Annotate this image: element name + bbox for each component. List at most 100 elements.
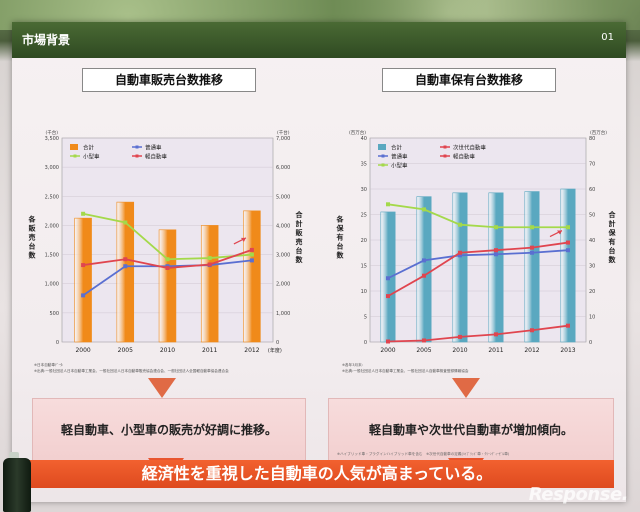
point-軽自動車-2010 [458, 250, 462, 255]
point-普通車-2011 [494, 252, 498, 257]
right-unit: (百万台) [590, 129, 607, 136]
right-tick-label: 6,000 [276, 165, 290, 171]
left-tick-label: 1,000 [45, 282, 59, 288]
point-小型車-2012 [530, 225, 534, 230]
point-普通車-2010 [458, 253, 462, 258]
ownership-callout-note: ※ハイブリッド車・プラグインハイブリッド車を含む ※次世代自動車の定義(ﾊｲﾌﾞ… [337, 452, 510, 456]
left-axis-title-char: 台 [337, 242, 344, 251]
point-小型車-2000 [386, 202, 390, 207]
right-tick-label: 4,000 [276, 223, 290, 229]
point-小型車-2005 [123, 220, 128, 225]
right-axis-title-char: 計 [296, 219, 303, 228]
left-tick-label: 3,500 [45, 136, 59, 142]
left-tick-label: 20 [361, 238, 367, 244]
x-tick-label: 2005 [118, 347, 133, 354]
right-tick-label: 70 [589, 162, 595, 168]
left-unit: (千台) [45, 129, 58, 136]
sales-footnote-1: ※日本自動車ﾃﾞｰﾀ: [34, 363, 64, 367]
point-軽自動車-2011 [207, 262, 212, 267]
legend-swatch [70, 144, 78, 150]
bar-2010 [158, 229, 177, 343]
ownership-down-arrow [452, 378, 480, 398]
bar-2013 [560, 188, 576, 343]
legend-marker [135, 154, 139, 158]
ownership-footnote-2: ※出典:一般社団法人日本自動車工業会、一般社団法人自動車検査登録情報協会 [342, 369, 469, 373]
point-次世代自動車-2000 [386, 339, 390, 344]
right-tick-label: 1,000 [276, 311, 290, 317]
ownership-footnotes: ※各年3月末: ※出典:一般社団法人日本自動車工業会、一般社団法人自動車検査登録… [342, 362, 612, 374]
left-tick-label: 25 [361, 213, 367, 219]
x-tick-label: 2013 [560, 347, 575, 354]
right-axis-title-char: 保 [608, 228, 617, 237]
right-tick-label: 30 [589, 264, 595, 270]
x-tick-label: 2011 [202, 347, 217, 354]
x-tick-label: 2011 [488, 347, 503, 354]
right-axis-title-char: 台 [296, 246, 303, 255]
x-tick-label: 2000 [75, 347, 90, 354]
bottle-cap [9, 452, 19, 462]
point-軽自動車-2013 [566, 240, 570, 245]
right-tick-label: 60 [589, 187, 595, 193]
trend-arrow-head [240, 237, 246, 242]
right-unit: (千台) [277, 129, 290, 136]
bar-2012 [524, 191, 540, 343]
left-axis-title-char: 各 [336, 215, 345, 224]
right-tick-label: 3,000 [276, 253, 290, 259]
left-tick-label: 2,000 [45, 223, 59, 229]
point-普通車-2012 [249, 258, 254, 263]
line-軽自動車 [387, 241, 569, 297]
legend-label-小型車: 小型車 [83, 153, 100, 161]
left-tick-label: 40 [361, 136, 367, 142]
legend-marker [381, 163, 385, 167]
left-axis-title-char: 台 [29, 242, 36, 251]
left-tick-label: 0 [56, 340, 59, 346]
point-小型車-2005 [422, 207, 426, 212]
legend-marker [443, 145, 447, 149]
ownership-chart-title: 自動車保有台数推移 [382, 68, 556, 92]
left-tick-label: 10 [361, 289, 367, 295]
legend-label-合計: 合計 [83, 144, 95, 152]
legend-label-軽自動車: 軽自動車 [145, 153, 168, 161]
right-axis-title-char: 合 [295, 210, 304, 219]
right-tick-label: 2,000 [276, 282, 290, 288]
bar-2012 [243, 210, 261, 343]
legend-label-普通車: 普通車 [391, 153, 408, 161]
point-次世代自動車-2005 [422, 338, 426, 343]
left-unit: (百万台) [349, 129, 366, 136]
sales-callout: 軽自動車、小型車の販売が好調に推移。 [32, 398, 306, 464]
point-軽自動車-2010 [165, 265, 170, 270]
line-次世代自動車 [387, 324, 569, 343]
left-tick-label: 30 [361, 187, 367, 193]
left-tick-label: 3,000 [45, 165, 59, 171]
x-tick-label: 2012 [524, 347, 539, 354]
trend-arrow-head [557, 230, 562, 235]
sales-footnote-2: ※出典:一般社団法人日本自動車工業会、一般社団法人日本自動車販売協会連合会、一般… [34, 369, 229, 373]
right-tick-label: 5,000 [276, 194, 290, 200]
bar-2000 [74, 217, 92, 343]
left-axis-title-char: 数 [29, 251, 37, 260]
right-tick-label: 10 [589, 315, 595, 321]
legend-label-小型車: 小型車 [391, 162, 408, 170]
legend-swatch [378, 144, 386, 150]
bar-2011 [488, 192, 504, 343]
legend-marker [73, 154, 77, 158]
point-次世代自動車-2011 [494, 332, 498, 337]
point-小型車-2010 [458, 222, 462, 227]
conclusion-banner: 経済性を重視した自動車の人気が高まっている。 [20, 460, 614, 488]
legend-label-次世代自動車: 次世代自動車 [453, 144, 487, 152]
right-axis-title-char: 台 [609, 246, 616, 255]
point-軽自動車-2005 [123, 257, 128, 262]
x-tick-label: 2005 [416, 347, 431, 354]
point-軽自動車-2000 [81, 263, 86, 268]
right-tick-label: 50 [589, 213, 595, 219]
point-小型車-2011 [207, 256, 212, 261]
right-axis-title-char: 数 [296, 255, 304, 264]
response-watermark: Response. [528, 484, 629, 505]
right-tick-label: 0 [276, 340, 279, 346]
right-tick-label: 40 [589, 238, 595, 244]
left-tick-label: 35 [361, 162, 367, 168]
point-小型車-2000 [81, 211, 86, 216]
left-axis-title-char: 数 [337, 251, 345, 260]
